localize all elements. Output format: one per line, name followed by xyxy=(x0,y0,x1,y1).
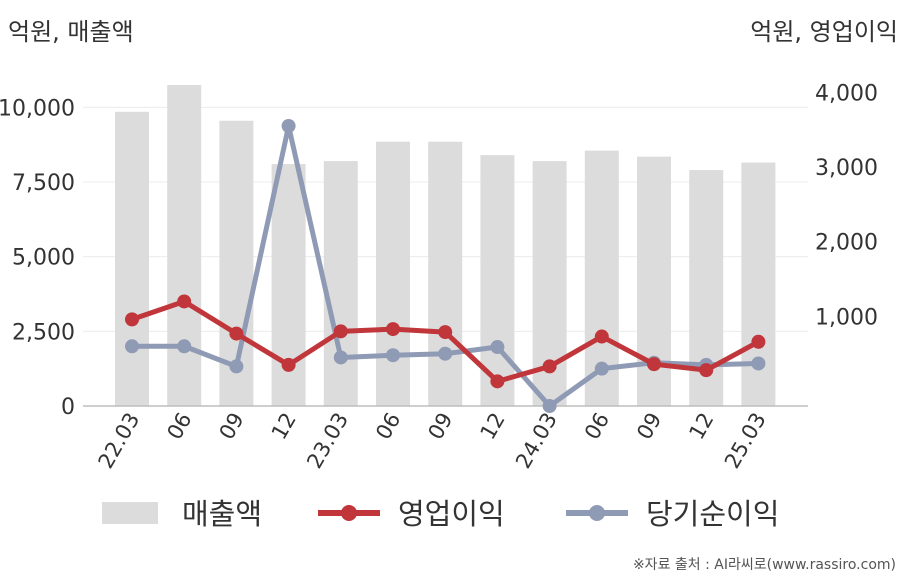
source-note: ※자료 출처 : AI라씨로(www.rassiro.com) xyxy=(632,557,896,573)
x-tick: 22.03 xyxy=(93,409,144,473)
left-y-tick: 2,500 xyxy=(12,320,75,345)
x-tick: 06 xyxy=(580,409,614,444)
legend-label-net-income: 당기순이익 xyxy=(646,497,779,531)
legend: 매출액 영업이익 당기순이익 xyxy=(102,497,779,531)
operating-profit-point xyxy=(542,359,557,374)
operating-profit-point xyxy=(647,357,661,372)
net-income-point xyxy=(386,348,400,363)
right-y-tick: 3,000 xyxy=(815,156,878,181)
operating-profit-point xyxy=(699,363,714,378)
left-y-tick: 0 xyxy=(61,395,75,420)
net-income-point xyxy=(229,359,244,374)
operating-profit-point xyxy=(386,322,400,337)
right-axis-unit: 억원, 영업이익 xyxy=(750,18,898,46)
x-tick: 09 xyxy=(423,409,457,444)
left-y-tick: 5,000 xyxy=(12,246,75,271)
right-y-ticks: 1,000 2,000 3,000 4,000 xyxy=(815,81,878,330)
operating-profit-point xyxy=(594,329,609,344)
left-axis-unit: 억원, 매출액 xyxy=(8,18,134,46)
x-tick: 25.03 xyxy=(720,409,771,473)
right-y-tick: 2,000 xyxy=(815,231,878,256)
legend-label-revenue: 매출액 xyxy=(182,497,262,531)
x-tick: 06 xyxy=(162,409,196,444)
operating-profit-point xyxy=(229,326,244,341)
operating-profit-point xyxy=(438,325,453,340)
net-income-point xyxy=(177,339,192,354)
net-income-point xyxy=(438,346,453,361)
x-tick: 12 xyxy=(267,409,301,444)
operating-profit-point xyxy=(333,324,348,339)
revenue-bar xyxy=(480,155,515,406)
left-y-tick: 10,000 xyxy=(0,96,75,121)
revenue-bar xyxy=(376,141,410,406)
revenue-bar xyxy=(323,161,358,406)
right-y-tick: 1,000 xyxy=(815,305,878,330)
net-income-point xyxy=(333,350,348,365)
operating-profit-point xyxy=(281,357,296,372)
net-income-point xyxy=(594,361,609,376)
x-tick: 12 xyxy=(476,409,510,444)
operating-profit-point xyxy=(490,374,505,389)
x-tick: 24.03 xyxy=(511,409,562,473)
revenue-bar xyxy=(167,84,202,406)
x-tick: 23.03 xyxy=(302,409,353,473)
operating-profit-point xyxy=(177,294,192,309)
net-income-point xyxy=(125,339,139,354)
x-tick: 12 xyxy=(684,409,718,444)
operating-profit-point xyxy=(125,312,139,327)
legend-label-operating-profit: 영업이익 xyxy=(398,497,505,531)
x-tick: 09 xyxy=(632,409,666,444)
net-income-point xyxy=(490,340,505,355)
left-y-ticks: 0 2,500 5,000 7,500 10,000 xyxy=(0,96,75,420)
legend-swatch-revenue xyxy=(102,502,158,524)
profit-lines xyxy=(125,119,766,413)
right-y-tick: 4,000 xyxy=(815,81,878,106)
net-income-point xyxy=(542,399,557,413)
x-ticks: 22.03 06 09 12 23.03 06 09 12 24.03 06 09 12 25.03 xyxy=(93,409,770,473)
revenue-bar xyxy=(115,111,149,407)
legend-marker-net-income xyxy=(589,505,605,521)
x-tick: 09 xyxy=(215,409,249,444)
net-income-point xyxy=(751,356,766,371)
x-tick: 06 xyxy=(371,409,405,444)
operating-profit-point xyxy=(751,334,766,349)
revenue-bar xyxy=(428,141,463,406)
left-y-tick: 7,500 xyxy=(12,171,75,196)
net-income-point xyxy=(281,119,296,133)
legend-marker-operating-profit xyxy=(341,505,357,521)
